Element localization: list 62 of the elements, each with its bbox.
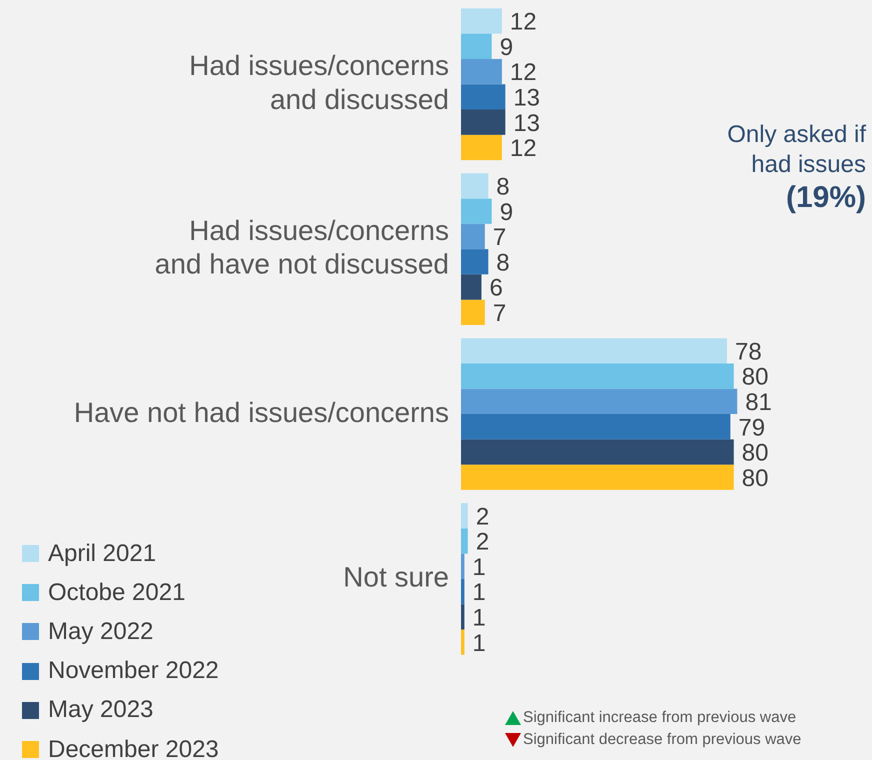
bar — [461, 578, 464, 604]
bar — [461, 274, 482, 300]
data-label: 2 — [476, 528, 490, 556]
data-label: 79 — [738, 414, 766, 442]
legend-label: April 2021 — [48, 540, 156, 568]
legend-label: November 2022 — [48, 657, 219, 686]
data-label: 80 — [742, 440, 769, 467]
y-tick-label: Have not had issues/concerns — [74, 396, 449, 428]
data-label: 7 — [492, 300, 506, 327]
bar — [461, 224, 485, 250]
data-label: 2 — [476, 503, 490, 530]
legend-label: May 2022 — [48, 618, 154, 646]
y-tick-label: Had issues/concerns and discussed — [189, 50, 449, 115]
bar — [461, 630, 464, 655]
bar — [461, 388, 738, 414]
data-label: 81 — [745, 389, 772, 416]
legend-label: Octobe 2021 — [48, 578, 186, 607]
data-label: 80 — [742, 464, 769, 492]
bar — [461, 110, 506, 135]
bar — [461, 363, 734, 389]
bar — [461, 8, 502, 34]
text: (19%) — [784, 180, 866, 216]
annotation: Only asked if had issues — [726, 120, 866, 180]
bar — [461, 300, 485, 326]
data-label: 6 — [489, 274, 503, 302]
y-tick-label: Not sure — [343, 562, 449, 593]
bar — [461, 249, 488, 274]
bar — [461, 34, 492, 59]
data-label: 12 — [510, 135, 537, 162]
bar — [461, 528, 468, 554]
bar — [461, 58, 502, 84]
data-label: 1 — [472, 604, 486, 632]
data-label: 80 — [742, 364, 769, 391]
bar — [461, 173, 488, 199]
data-label: 1 — [472, 554, 486, 581]
legend-label: December 2023 — [48, 736, 219, 760]
text: Significant increase from previous wave — [522, 708, 798, 728]
bar — [461, 464, 734, 490]
data-label: 13 — [513, 110, 540, 137]
bar — [461, 338, 727, 364]
data-label: 13 — [513, 84, 540, 112]
bar — [461, 84, 506, 110]
data-label: 12 — [510, 8, 537, 36]
y-tick-label: Had issues/concerns and have not discussed — [154, 215, 449, 280]
data-label: 1 — [472, 630, 486, 657]
data-label: 9 — [500, 34, 514, 61]
data-label: 12 — [510, 59, 537, 86]
bar — [461, 503, 468, 528]
bar — [461, 604, 464, 630]
data-label: 8 — [496, 249, 510, 276]
bar — [461, 439, 734, 465]
bar — [461, 554, 464, 579]
data-label: 7 — [492, 224, 506, 252]
data-label: 8 — [496, 174, 510, 201]
data-label: 1 — [472, 579, 486, 606]
bar — [461, 198, 492, 224]
bar — [461, 414, 730, 440]
legend-label: May 2023 — [48, 696, 154, 724]
bar — [461, 134, 502, 160]
data-label: 9 — [500, 198, 514, 226]
text: Significant decrease from previous wave — [522, 730, 802, 750]
data-label: 78 — [734, 338, 762, 366]
